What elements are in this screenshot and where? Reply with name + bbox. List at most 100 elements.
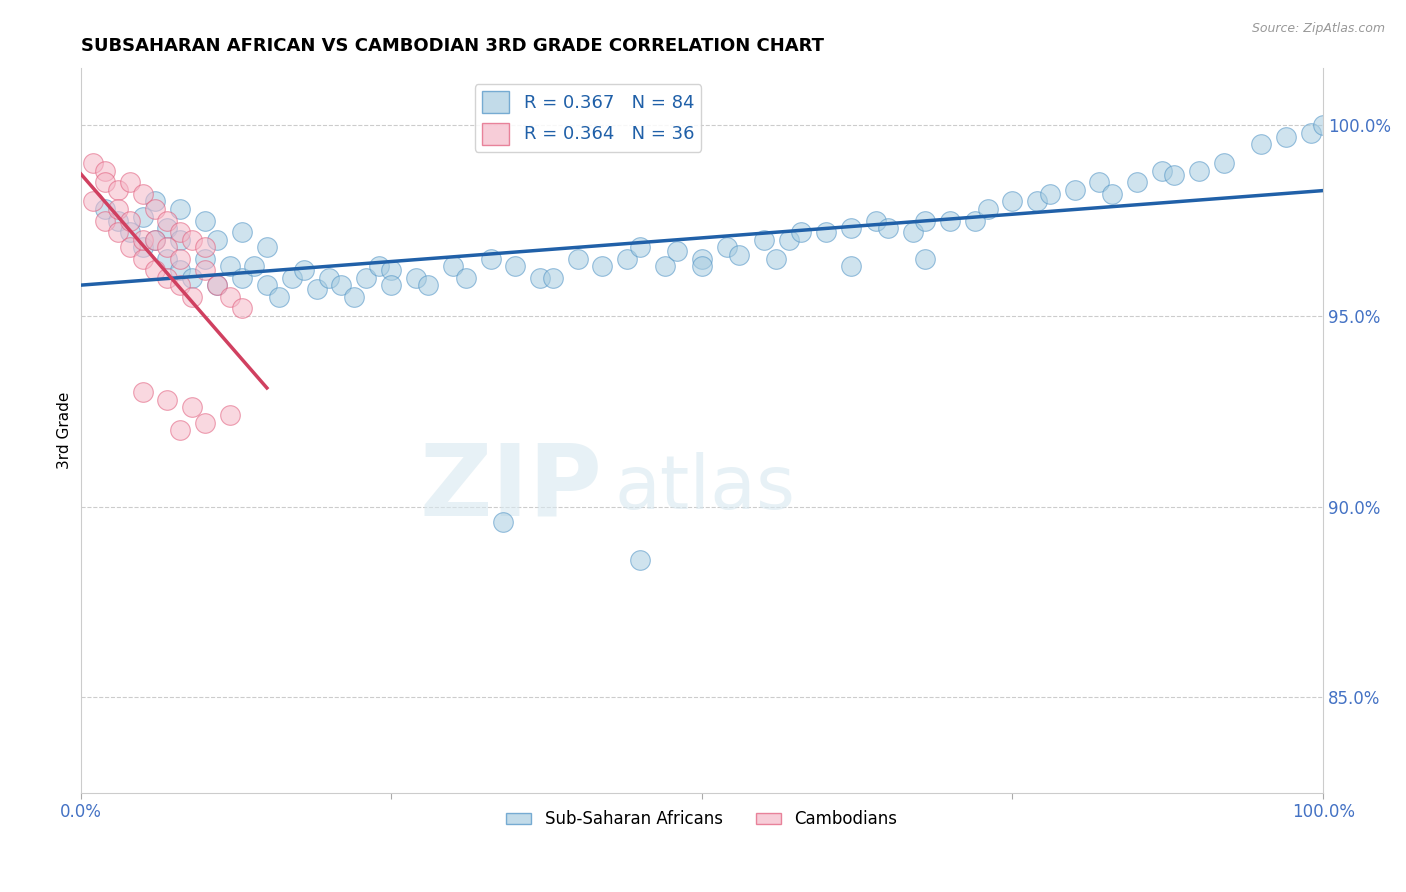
Point [616, 252, 638, 266]
Point [107, 202, 129, 216]
Point [181, 233, 204, 247]
Y-axis label: 3rd Grade: 3rd Grade [58, 392, 72, 469]
Point [1039, 186, 1062, 201]
Point [120, 213, 142, 227]
Point [628, 553, 651, 567]
Point [281, 270, 304, 285]
Point [169, 233, 191, 247]
Text: atlas: atlas [614, 451, 796, 524]
Point [169, 252, 191, 266]
Point [976, 202, 998, 216]
Point [82, 194, 104, 209]
Point [1250, 137, 1272, 152]
Point [131, 186, 153, 201]
Point [654, 260, 676, 274]
Point [380, 278, 402, 293]
Point [194, 240, 217, 254]
Point [1212, 156, 1234, 170]
Point [120, 240, 142, 254]
Point [243, 260, 266, 274]
Point [218, 408, 240, 422]
Point [231, 301, 253, 316]
Point [169, 278, 191, 293]
Point [1088, 175, 1111, 189]
Point [131, 240, 153, 254]
Point [1275, 129, 1298, 144]
Point [231, 225, 253, 239]
Text: ZIP: ZIP [419, 440, 602, 537]
Point [815, 225, 838, 239]
Text: Source: ZipAtlas.com: Source: ZipAtlas.com [1251, 22, 1385, 36]
Point [790, 225, 813, 239]
Point [269, 290, 291, 304]
Point [1001, 194, 1024, 209]
Point [305, 282, 328, 296]
Point [156, 252, 179, 266]
Point [441, 260, 464, 274]
Point [939, 213, 962, 227]
Point [94, 175, 117, 189]
Point [529, 270, 551, 285]
Point [690, 252, 713, 266]
Point [1125, 175, 1147, 189]
Point [143, 233, 166, 247]
Point [107, 183, 129, 197]
Point [156, 213, 179, 227]
Point [131, 385, 153, 400]
Point [94, 202, 117, 216]
Point [169, 423, 191, 437]
Point [120, 175, 142, 189]
Point [505, 260, 527, 274]
Point [143, 194, 166, 209]
Point [865, 213, 887, 227]
Point [218, 260, 240, 274]
Point [778, 233, 800, 247]
Point [1312, 118, 1334, 132]
Point [156, 240, 179, 254]
Point [205, 278, 228, 293]
Point [1101, 186, 1123, 201]
Point [965, 213, 987, 227]
Point [107, 225, 129, 239]
Point [318, 270, 340, 285]
Point [292, 263, 315, 277]
Point [330, 278, 353, 293]
Point [143, 263, 166, 277]
Point [591, 260, 613, 274]
Point [839, 221, 862, 235]
Point [120, 225, 142, 239]
Point [1188, 164, 1211, 178]
Point [181, 270, 204, 285]
Point [156, 221, 179, 235]
Point [194, 263, 217, 277]
Point [169, 263, 191, 277]
Point [231, 270, 253, 285]
Point [194, 252, 217, 266]
Point [628, 240, 651, 254]
Point [181, 290, 204, 304]
Point [541, 270, 564, 285]
Point [143, 202, 166, 216]
Point [1299, 126, 1322, 140]
Point [169, 225, 191, 239]
Point [343, 290, 366, 304]
Point [914, 213, 936, 227]
Point [567, 252, 589, 266]
Point [205, 278, 228, 293]
Point [1063, 183, 1085, 197]
Point [367, 260, 389, 274]
Point [690, 260, 713, 274]
Point [380, 263, 402, 277]
Point [877, 221, 900, 235]
Point [752, 233, 775, 247]
Point [1026, 194, 1049, 209]
Point [107, 213, 129, 227]
Point [492, 515, 515, 529]
Point [728, 248, 751, 262]
Point [205, 233, 228, 247]
Text: SUBSAHARAN AFRICAN VS CAMBODIAN 3RD GRADE CORRELATION CHART: SUBSAHARAN AFRICAN VS CAMBODIAN 3RD GRAD… [80, 37, 824, 55]
Point [181, 401, 204, 415]
Point [1150, 164, 1173, 178]
Point [716, 240, 738, 254]
Point [256, 278, 278, 293]
